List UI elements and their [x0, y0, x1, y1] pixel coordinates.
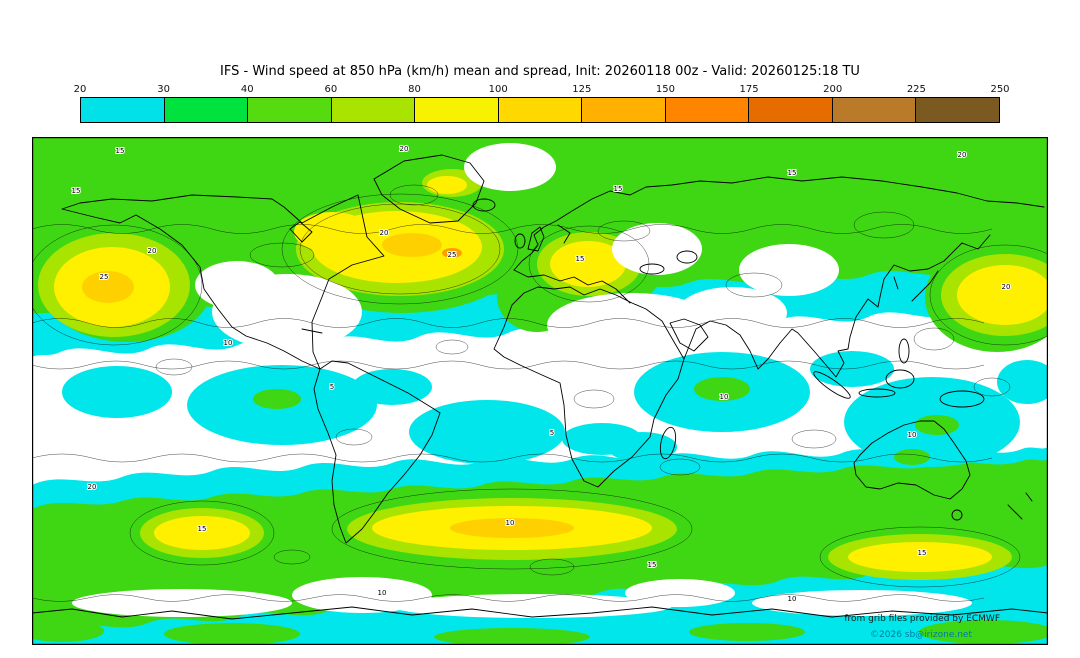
contour-label: 20	[88, 483, 97, 491]
coast-australia	[853, 420, 971, 500]
wind-field-calm-holes	[72, 143, 972, 618]
contour-label: 10	[224, 339, 233, 347]
wind-field-green-tropics	[253, 377, 959, 465]
colorbar-tick-label: 40	[240, 84, 254, 95]
contour-label: 25	[100, 273, 109, 281]
colorbar-segment	[81, 98, 165, 122]
contour-label: 25	[448, 251, 457, 259]
contour-label: 20	[958, 151, 967, 159]
wind-field-orange-spot	[442, 248, 462, 258]
coast-black-sea	[639, 263, 665, 275]
contour-label: 20	[148, 247, 157, 255]
coast-madagascar	[659, 426, 677, 460]
contour-label: 5	[330, 383, 334, 391]
colorbar-segment	[749, 98, 833, 122]
colorbar-segment	[331, 98, 416, 122]
coast-baltic	[557, 224, 571, 244]
coast-japan	[911, 270, 939, 302]
colorbar-tick-label: 30	[157, 84, 170, 95]
colorbar-tick-label: 200	[823, 84, 843, 95]
colorbar: 20 30 40 60 80 100 125 150 175 200 225 250	[74, 84, 1010, 124]
contour-label: 10	[506, 519, 515, 527]
colorbar-segment	[248, 98, 332, 122]
coast-new-guinea	[939, 390, 985, 408]
colorbar-tick-label: 225	[906, 84, 926, 95]
colorbar-tick-label: 60	[324, 84, 338, 95]
wind-field-green-antarctic	[20, 620, 1055, 646]
colorbar-segment	[832, 98, 917, 122]
coast-hudson-bay	[289, 221, 313, 243]
coast-south-america	[313, 360, 441, 544]
coast-mediterranean	[513, 269, 631, 304]
wind-field-gold-cores	[82, 233, 574, 538]
coast-ireland	[514, 233, 526, 249]
contour-label: 15	[198, 525, 207, 533]
contour-labels-layer: 15 20 20 15 15 15 20 25 20 25 15 20 10 5 5 10 10 20 15 10 15…	[71, 144, 1012, 604]
colorbar-tick-label: 20	[73, 84, 87, 95]
contour-label: 15	[576, 255, 585, 263]
colorbar-segment	[582, 98, 666, 122]
colorbar-segment	[665, 98, 750, 122]
coast-asia-east	[683, 234, 991, 378]
wind-field-layer	[20, 137, 1069, 646]
contour-label: 15	[614, 185, 623, 193]
colorbar-tick-label: 250	[990, 84, 1010, 95]
contour-label: 20	[400, 145, 409, 153]
contour-label: 15	[72, 187, 81, 195]
attribution-copyright: ©2026 sb@irizone.net	[870, 630, 972, 640]
contour-label: 15	[648, 561, 657, 569]
colorbar-segment	[415, 98, 499, 122]
contour-label: 10	[720, 393, 729, 401]
colorbar-segment	[916, 98, 1000, 122]
coast-cuba	[301, 328, 323, 334]
colorbar-bar	[80, 97, 1000, 123]
contour-label: 15	[918, 549, 927, 557]
coast-borneo	[885, 369, 915, 389]
chart-title: IFS - Wind speed at 850 hPa (km/h) mean …	[220, 64, 860, 79]
contour-label: 10	[788, 595, 797, 603]
coast-antarctica	[31, 606, 1049, 620]
coast-tasmania	[951, 509, 963, 521]
coast-caspian	[676, 250, 698, 264]
contour-label: 20	[1002, 283, 1011, 291]
coast-greenland	[373, 154, 485, 224]
contour-label: 10	[908, 431, 917, 439]
colorbar-tick-label: 175	[739, 84, 759, 95]
contour-lines-layer	[25, 184, 1080, 602]
coast-britain	[527, 226, 545, 252]
colorbar-tick-label: 80	[408, 84, 421, 95]
colorbar-segment	[498, 98, 583, 122]
colorbar-tick-label: 150	[655, 84, 675, 95]
coast-java	[858, 388, 896, 398]
contour-label: 10	[378, 589, 387, 597]
contour-label: 20	[380, 229, 389, 237]
colorbar-segment	[164, 98, 249, 122]
contour-label: 5	[550, 429, 554, 437]
coast-new-zealand	[1007, 492, 1033, 520]
coast-sumatra	[813, 371, 851, 399]
coast-philippines	[898, 338, 910, 364]
coast-iceland	[472, 198, 496, 212]
colorbar-tick-label: 100	[488, 84, 508, 95]
coast-africa	[493, 286, 685, 488]
colorbar-tick-label: 125	[572, 84, 592, 95]
contour-label: 15	[788, 169, 797, 177]
coast-korea	[893, 276, 899, 290]
coast-eurasia-north	[513, 176, 1045, 271]
coast-arabia	[669, 318, 709, 352]
colorbar-ticks: 20 30 40 60 80 100 125 150 175 200 225 250	[74, 84, 1010, 96]
attribution-ecmwf: from grib files provided by ECMWF	[844, 614, 1000, 624]
map-area: 15 20 20 15 15 15 20 25 20 25 15 20 10 5 5 10 10 20 15 10 15…	[20, 137, 1080, 646]
world-map: 15 20 20 15 15 15 20 25 20 25 15 20 10 5 5 10 10 20 15 10 15…	[20, 137, 1080, 646]
contour-label: 15	[116, 147, 125, 155]
map-frame	[32, 137, 1048, 645]
